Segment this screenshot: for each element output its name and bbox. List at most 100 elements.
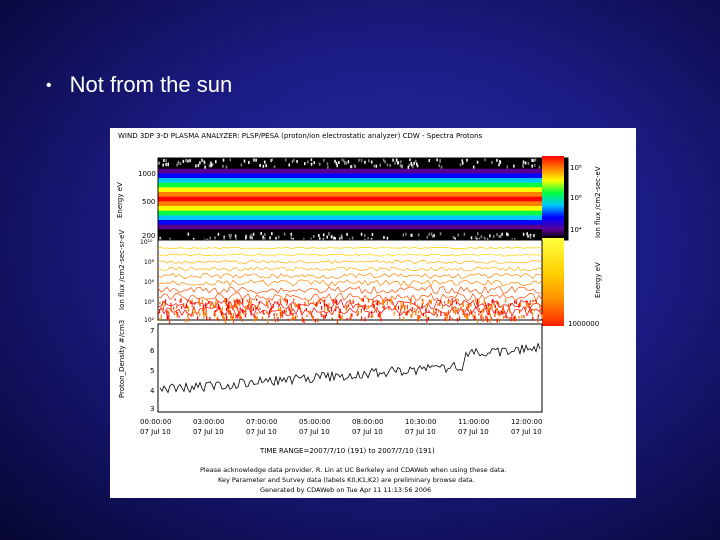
spectrogram-speckle bbox=[522, 232, 525, 236]
ion-flux-noise bbox=[334, 299, 336, 303]
ion-flux-noise bbox=[166, 310, 168, 316]
spectrogram-speckle bbox=[222, 164, 224, 168]
spectrogram-speckle bbox=[417, 233, 420, 237]
spectrogram-speckle bbox=[538, 165, 541, 169]
ion-flux-noise bbox=[314, 303, 317, 307]
ion-flux-noise bbox=[509, 309, 511, 314]
spectrogram-speckle bbox=[533, 158, 536, 162]
ion-flux-noise bbox=[222, 314, 224, 319]
ion-flux-noise bbox=[270, 307, 272, 311]
ion-flux-noise bbox=[176, 305, 178, 309]
spectrogram-speckle bbox=[271, 232, 273, 236]
ion-flux-noise bbox=[306, 314, 308, 318]
ion-flux-noise bbox=[360, 315, 363, 318]
ion-flux-noise bbox=[248, 298, 251, 303]
spectrogram-speckle bbox=[513, 237, 516, 241]
spectrogram-speckle bbox=[345, 161, 348, 165]
ion-flux-noise bbox=[488, 303, 490, 307]
spectrogram-speckle bbox=[265, 164, 267, 168]
spectrogram-speckle bbox=[158, 161, 160, 165]
ion-flux-noise bbox=[349, 316, 351, 321]
ion-flux-noise bbox=[421, 304, 423, 310]
time-tick-date: 07 Jul 10 bbox=[140, 428, 171, 436]
ion-flux-noise bbox=[386, 300, 388, 306]
ion-flux-noise bbox=[237, 313, 239, 319]
ion-flux-noise bbox=[489, 318, 491, 324]
spectrogram-speckle bbox=[489, 234, 491, 238]
ion-flux-noise bbox=[208, 300, 210, 304]
spectrogram-speckle bbox=[459, 163, 462, 167]
ion-flux-noise bbox=[363, 305, 366, 310]
panel2-ytick-1: 10⁸ bbox=[144, 259, 155, 266]
spectrogram-speckle bbox=[323, 158, 325, 162]
spectrogram-speckle bbox=[373, 164, 376, 168]
panel1-ytick-500: 500 bbox=[142, 198, 155, 206]
spectrogram-speckle bbox=[273, 165, 276, 169]
ion-flux-noise bbox=[444, 313, 446, 316]
ion-flux-noise bbox=[288, 307, 290, 311]
panel3-ylabel: Proton_Density #/cm3 bbox=[118, 320, 126, 398]
ion-flux-noise bbox=[518, 316, 520, 319]
spectrogram-speckle bbox=[259, 163, 261, 167]
ion-flux-noise bbox=[467, 315, 469, 320]
ion-flux-noise bbox=[492, 298, 494, 303]
ion-flux-noise bbox=[509, 303, 512, 306]
ion-flux-noise bbox=[440, 300, 442, 304]
spectrogram-speckle bbox=[368, 159, 370, 163]
spectrogram-speckle bbox=[531, 164, 533, 168]
ion-flux-lines bbox=[157, 247, 544, 324]
spectrogram-speckle bbox=[506, 165, 509, 169]
panel3-ytick-4: 4 bbox=[150, 387, 155, 395]
ion-flux-noise bbox=[472, 314, 474, 318]
ion-flux-noise bbox=[225, 313, 227, 317]
slide-bullet: • Not from the sun bbox=[46, 72, 232, 98]
ion-flux-noise bbox=[338, 311, 341, 316]
ion-flux-noise bbox=[323, 303, 325, 307]
ion-flux-noise bbox=[167, 309, 169, 314]
ion-flux-noise bbox=[187, 306, 190, 312]
spectrogram-speckle bbox=[222, 158, 225, 162]
ion-flux-noise bbox=[339, 314, 341, 319]
ion-flux-noise bbox=[529, 301, 531, 306]
time-tick-label: 12:00:00 bbox=[511, 418, 542, 426]
spectrogram-band bbox=[158, 192, 542, 198]
spectrogram-speckle bbox=[251, 236, 253, 240]
ion-flux-noise bbox=[425, 313, 427, 318]
spectrogram-speckle bbox=[293, 158, 295, 162]
ion-flux-noise bbox=[357, 302, 359, 307]
ion-flux-noise bbox=[435, 312, 437, 315]
ion-flux-noise bbox=[480, 315, 482, 320]
ion-flux-noise bbox=[428, 299, 430, 303]
spectrogram-speckle bbox=[163, 158, 165, 162]
ion-flux-noise bbox=[268, 313, 270, 318]
ion-flux-noise bbox=[175, 310, 177, 314]
proton-density-line bbox=[159, 342, 541, 394]
ion-flux-noise bbox=[191, 301, 193, 305]
ion-flux-noise bbox=[239, 313, 241, 317]
ion-flux-noise bbox=[357, 310, 359, 316]
colorbar-scale bbox=[542, 156, 564, 238]
spectrogram-band bbox=[158, 215, 542, 221]
spectrogram-speckle bbox=[527, 234, 529, 238]
time-tick-date: 07 Jul 10 bbox=[405, 428, 436, 436]
ion-flux-noise bbox=[506, 315, 508, 319]
ion-flux-noise bbox=[455, 307, 457, 311]
spectrogram-speckle bbox=[392, 158, 394, 162]
spectrogram-speckle bbox=[524, 161, 527, 165]
spectrogram-speckle bbox=[484, 158, 486, 162]
ion-flux-noise bbox=[426, 318, 428, 323]
ion-flux-noise bbox=[328, 310, 331, 313]
spectrogram-speckle bbox=[470, 236, 473, 240]
ion-flux-noise bbox=[404, 305, 406, 311]
ion-flux-noise bbox=[513, 316, 516, 322]
spectrogram-speckle bbox=[428, 232, 431, 236]
time-tick-date: 07 Jul 10 bbox=[246, 428, 277, 436]
ion-flux-noise bbox=[350, 313, 352, 318]
spectrogram-speckle bbox=[364, 234, 366, 238]
ion-flux-noise bbox=[300, 310, 303, 314]
spectrogram-speckle bbox=[192, 237, 195, 241]
spectrogram-speckle bbox=[360, 232, 363, 236]
ion-flux-noise bbox=[421, 298, 423, 302]
ion-flux-noise bbox=[487, 307, 489, 313]
spectrogram-speckle bbox=[439, 159, 441, 163]
